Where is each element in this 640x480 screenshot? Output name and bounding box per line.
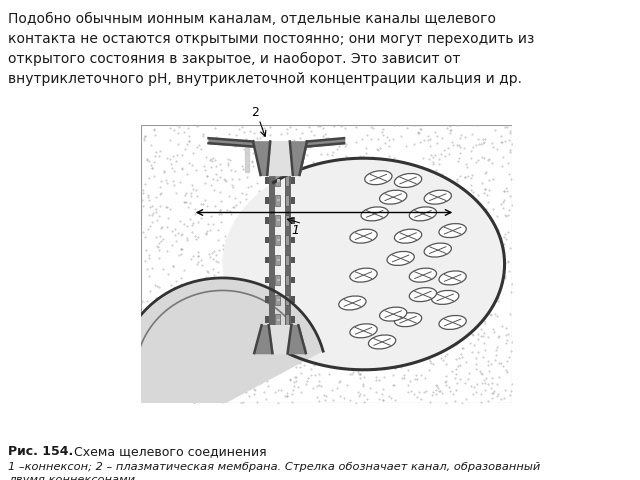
Bar	[285, 195, 289, 205]
Bar	[285, 235, 289, 245]
Polygon shape	[118, 278, 323, 444]
Bar	[285, 175, 289, 186]
Ellipse shape	[380, 190, 407, 204]
Bar	[291, 257, 295, 264]
Bar	[285, 215, 289, 226]
Ellipse shape	[394, 173, 422, 188]
Ellipse shape	[361, 207, 388, 221]
Bar	[265, 177, 269, 184]
Bar	[275, 295, 280, 305]
Ellipse shape	[350, 324, 377, 338]
Bar	[265, 276, 269, 283]
Bar	[291, 316, 295, 323]
Ellipse shape	[409, 268, 436, 282]
Bar	[275, 255, 280, 265]
Ellipse shape	[424, 243, 451, 257]
Bar	[265, 217, 269, 224]
Bar	[276, 259, 280, 261]
Ellipse shape	[409, 207, 436, 221]
Ellipse shape	[369, 335, 396, 349]
Bar	[275, 195, 280, 205]
Bar	[275, 175, 280, 186]
Text: 1: 1	[291, 224, 299, 237]
Ellipse shape	[439, 271, 467, 285]
Bar	[265, 237, 269, 243]
Bar	[276, 199, 280, 202]
Ellipse shape	[394, 229, 422, 243]
Bar	[275, 314, 280, 325]
Bar	[276, 319, 280, 321]
Bar	[285, 255, 289, 265]
Polygon shape	[223, 158, 504, 370]
Bar	[285, 295, 289, 305]
Bar	[291, 276, 295, 283]
Bar	[275, 235, 280, 245]
Bar	[276, 180, 280, 181]
Bar	[276, 239, 280, 241]
Bar	[265, 197, 269, 204]
Text: 2: 2	[252, 106, 259, 119]
Bar	[291, 217, 295, 224]
Bar	[265, 257, 269, 264]
Text: Подобно обычным ионным каналам, отдельные каналы щелевого
контакта не остаются о: Подобно обычным ионным каналам, отдельны…	[8, 12, 534, 86]
Bar	[291, 237, 295, 243]
Ellipse shape	[380, 307, 407, 321]
Bar	[291, 197, 295, 204]
Ellipse shape	[431, 290, 459, 304]
Bar	[265, 316, 269, 323]
Bar	[276, 219, 280, 221]
Bar	[275, 275, 280, 285]
Ellipse shape	[409, 288, 436, 301]
Ellipse shape	[350, 229, 377, 243]
Bar	[276, 299, 280, 301]
Ellipse shape	[394, 312, 422, 327]
Bar	[291, 177, 295, 184]
Ellipse shape	[350, 268, 377, 282]
Ellipse shape	[339, 296, 366, 310]
Bar	[275, 215, 280, 226]
Ellipse shape	[387, 252, 414, 265]
Bar	[269, 175, 275, 325]
Ellipse shape	[439, 224, 467, 238]
Bar	[291, 297, 295, 303]
Bar	[285, 175, 291, 325]
Text: Схема щелевого соединения: Схема щелевого соединения	[70, 445, 267, 458]
Ellipse shape	[365, 171, 392, 185]
Polygon shape	[244, 147, 250, 172]
Ellipse shape	[424, 190, 451, 204]
Text: Рис. 154.: Рис. 154.	[8, 445, 73, 458]
Bar	[285, 275, 289, 285]
Bar	[276, 279, 280, 281]
Ellipse shape	[439, 315, 467, 329]
Bar	[265, 297, 269, 303]
Text: 1 –коннексон; 2 – плазматическая мембрана. Стрелка обозначает канал, образованны: 1 –коннексон; 2 – плазматическая мембран…	[8, 462, 540, 480]
Bar	[285, 314, 289, 325]
